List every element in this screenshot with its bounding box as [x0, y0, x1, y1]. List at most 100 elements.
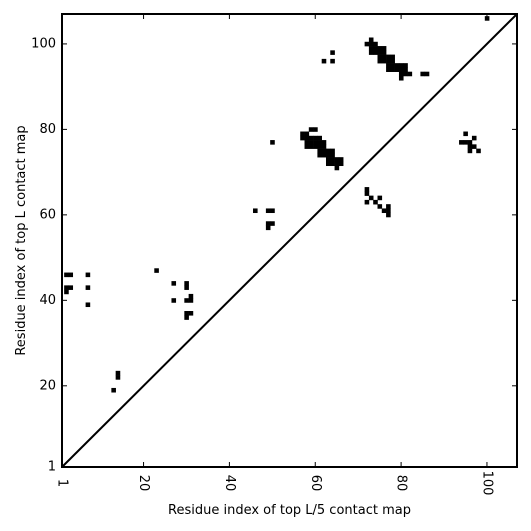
contact-point: [476, 148, 481, 154]
contact-point: [334, 161, 340, 167]
contact-point: [377, 54, 383, 60]
contact-point: [313, 140, 318, 145]
contact-point: [304, 144, 310, 149]
contact-point: [390, 63, 395, 68]
contact-point: [64, 285, 69, 290]
y-tick-label: 80: [39, 122, 56, 137]
contact-point: [467, 148, 473, 154]
y-axis-ticks: 1 20 40 60 80 100: [31, 36, 517, 475]
contact-point: [308, 135, 314, 141]
contact-point: [321, 148, 327, 154]
contact-point: [368, 46, 374, 51]
contact-point: [403, 71, 408, 77]
contact-point: [325, 161, 331, 167]
contact-point: [373, 41, 378, 47]
contact-point: [308, 144, 314, 149]
contact-point: [68, 285, 74, 290]
contact-point: [308, 140, 314, 145]
contact-point: [377, 195, 383, 201]
contact-point: [373, 50, 378, 55]
contact-point: [373, 46, 378, 51]
contact-point: [188, 293, 194, 299]
contact-point: [304, 135, 310, 141]
contact-point: [463, 131, 468, 137]
contact-point: [364, 41, 370, 47]
contact-point: [300, 131, 305, 137]
contact-point: [68, 272, 74, 278]
contact-point: [270, 140, 275, 145]
contact-point: [321, 152, 327, 158]
contact-point: [420, 71, 426, 77]
contact-point: [64, 272, 69, 278]
contact-point: [265, 221, 271, 226]
contact-point: [459, 140, 464, 145]
contact-point: [381, 58, 387, 64]
contact-point: [338, 157, 344, 162]
contact-point: [313, 135, 318, 141]
contact-point: [304, 131, 310, 137]
contact-point: [364, 199, 370, 205]
contact-point: [330, 58, 335, 64]
contact-point: [381, 208, 387, 214]
contact-point: [253, 208, 258, 214]
y-tick-label: 100: [31, 36, 56, 51]
contact-point: [300, 135, 305, 141]
contact-point: [364, 191, 370, 196]
contact-point: [463, 140, 468, 145]
x-axis-label: Residue index of top L/5 contact map: [168, 503, 411, 518]
contact-point: [330, 161, 335, 167]
contact-point: [317, 148, 322, 154]
y-tick-label: 40: [39, 293, 56, 308]
contact-point: [338, 161, 344, 167]
contact-point: [424, 71, 430, 77]
plot-frame: [61, 13, 518, 468]
contact-point: [398, 63, 404, 68]
contact-point: [471, 135, 477, 141]
x-tick-label: 100: [479, 471, 494, 496]
contact-point: [330, 50, 335, 55]
contact-point: [390, 58, 395, 64]
contact-point: [390, 67, 395, 72]
contact-point: [368, 50, 374, 55]
diagonal-line: [61, 13, 518, 468]
contact-point: [386, 63, 391, 68]
contact-point: [394, 67, 400, 72]
contact-point: [407, 71, 413, 77]
contact-point: [154, 268, 159, 273]
contact-point: [308, 127, 314, 132]
contact-point: [111, 387, 116, 393]
contact-point: [368, 195, 374, 201]
contact-point: [398, 67, 404, 72]
x-tick-label: 1: [55, 479, 70, 487]
contact-point: [467, 140, 473, 145]
contact-point: [188, 298, 194, 303]
contact-point: [398, 75, 404, 81]
contact-point: [184, 311, 189, 316]
contact-point: [317, 144, 322, 149]
contact-point: [390, 54, 395, 60]
contact-point: [368, 37, 374, 43]
contact-point: [64, 289, 69, 295]
y-axis-label: Residue index of top L contact map: [14, 125, 29, 355]
y-tick-label: 20: [39, 378, 56, 393]
contact-point: [304, 140, 310, 145]
contact-point: [115, 375, 121, 380]
contact-point: [377, 46, 383, 51]
contact-point: [381, 54, 387, 60]
contact-point: [270, 208, 275, 214]
contact-point: [403, 63, 408, 68]
contact-point: [184, 298, 189, 303]
contact-point: [377, 50, 383, 55]
contact-point: [334, 165, 340, 171]
contact-point: [321, 144, 327, 149]
contact-point: [381, 46, 387, 51]
contact-point: [386, 54, 391, 60]
contact-point: [85, 272, 91, 278]
contact-point: [386, 204, 391, 209]
y-tick-label: 1: [48, 460, 56, 475]
contact-point: [184, 315, 189, 320]
contact-point: [184, 285, 189, 290]
contact-point: [85, 285, 91, 290]
contact-point: [471, 144, 477, 149]
